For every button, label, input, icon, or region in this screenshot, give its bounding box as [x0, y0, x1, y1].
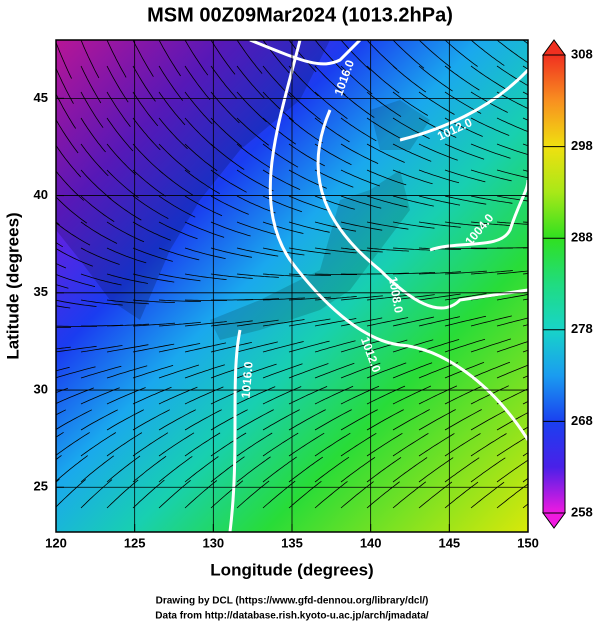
- colorbar-max-arrow: [543, 40, 565, 55]
- x-tick-label: 135: [281, 535, 303, 550]
- streamline: [3, 170, 29, 203]
- streamline: [3, 66, 19, 105]
- x-tick-label: 145: [438, 535, 460, 550]
- streamline: [3, 479, 33, 508]
- y-axis-label: Latitude (degrees): [3, 212, 22, 359]
- colorbar-tick-label: 308: [571, 46, 593, 61]
- x-tick-label: 125: [124, 535, 146, 550]
- y-tick-label: 30: [34, 381, 48, 396]
- x-axis-label: Longitude (degrees): [210, 560, 373, 579]
- x-tick-label: 130: [202, 535, 224, 550]
- colorbar-tick-label: 268: [571, 413, 593, 428]
- colorbar-tick-label: 278: [571, 321, 593, 336]
- streamline: [29, 118, 51, 154]
- credit-line: Data from http://database.rish.kyoto-u.a…: [155, 611, 429, 622]
- streamline: [3, 40, 17, 80]
- colorbar-tick-label: 288: [571, 230, 593, 245]
- streamline: [3, 432, 38, 456]
- credit-line: Drawing by DCL (https://www.gfd-dennou.o…: [156, 596, 429, 607]
- streamline: [3, 368, 44, 378]
- colorbar-tick-label: 298: [571, 138, 593, 153]
- y-tick-label: 35: [34, 284, 48, 299]
- colorbar-min-arrow: [543, 513, 565, 528]
- y-tick-label: 45: [34, 90, 48, 105]
- streamline: [29, 40, 44, 79]
- title: MSM 00Z09Mar2024 (1013.2hPa): [147, 4, 453, 26]
- streamline: [3, 118, 23, 155]
- x-tick-label: 150: [517, 535, 539, 550]
- colorbar: [543, 55, 565, 513]
- streamline: [3, 410, 40, 430]
- x-tick-label: 120: [45, 535, 67, 550]
- colorbar-tick-label: 258: [571, 504, 593, 519]
- x-tick-label: 140: [360, 535, 382, 550]
- streamline: [29, 144, 53, 178]
- streamline: [3, 92, 21, 130]
- y-tick-label: 25: [34, 479, 48, 494]
- streamline: [3, 455, 35, 482]
- streamline: [3, 144, 26, 179]
- y-tick-label: 40: [34, 187, 48, 202]
